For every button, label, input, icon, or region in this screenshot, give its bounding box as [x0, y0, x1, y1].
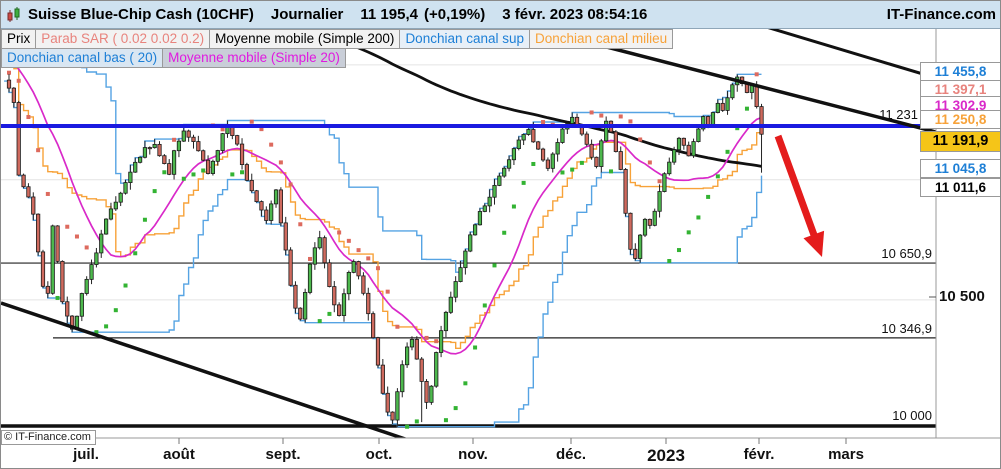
last-price: 11 195,4 — [360, 6, 418, 23]
x-axis-label-2023: 2023 — [647, 446, 685, 465]
level-label-11231: 11 231 — [879, 107, 918, 122]
x-axis-label-sept: sept. — [265, 446, 301, 463]
scale-label-current-price: 11 191,9 — [920, 130, 1000, 152]
quote-datetime: 3 févr. 2023 08:54:16 — [502, 6, 648, 23]
legend-item-sma200[interactable]: Moyenne mobile (Simple 200) — [209, 29, 401, 49]
x-axis-label-dec: déc. — [555, 446, 586, 463]
indicator-legend-row-1: Prix Parab SAR ( 0.02 0.02 0.2) Moyenne … — [1, 29, 674, 49]
legend-item-donchian-bas[interactable]: Donchian canal bas ( 20) — [1, 48, 164, 68]
level-label-10000: 10 000 — [892, 408, 932, 423]
x-axis-label-mars: mars — [828, 446, 864, 463]
copyright-watermark: © IT-Finance.com — [1, 430, 96, 445]
title-bar: Suisse Blue-Chip Cash (10CHF) Journalier… — [1, 1, 1000, 29]
legend-item-donchian-milieu[interactable]: Donchian canal milieu — [529, 29, 674, 49]
legend-item-donchian-sup[interactable]: Donchian canal sup — [399, 29, 531, 49]
scale-label-sma200: 11 011,6 — [920, 177, 1000, 197]
y-axis-tick-label: 10 500 — [939, 288, 985, 305]
scale-label-donchian-bas: 11 045,8 — [920, 158, 1000, 178]
instrument-title: Suisse Blue-Chip Cash (10CHF) — [28, 6, 254, 23]
scale-label-donchian-milieu: 11 250,8 — [920, 109, 1000, 129]
indicator-legend-row-2: Donchian canal bas ( 20) Moyenne mobile … — [1, 48, 346, 68]
timeframe-label: Journalier — [270, 6, 344, 23]
brand-logo-text: IT-Finance.com — [886, 6, 996, 23]
x-axis-label-fevr: févr. — [743, 446, 775, 463]
legend-item-sma20[interactable]: Moyenne mobile (Simple 20) — [162, 48, 346, 68]
legend-item-parabolic-sar[interactable]: Parab SAR ( 0.02 0.02 0.2) — [35, 29, 211, 49]
x-axis-label-aout: août — [163, 446, 195, 463]
level-label-10650: 10 650,9 — [881, 246, 932, 261]
x-axis-label-nov: nov. — [458, 446, 488, 463]
level-label-10346: 10 346,9 — [881, 321, 932, 336]
scale-label-donchian-sup: 11 455,8 — [920, 61, 1000, 81]
x-axis-label-oct: oct. — [365, 446, 393, 463]
change-percent: (+0,19%) — [423, 6, 486, 23]
candlestick-icon — [5, 6, 23, 24]
x-axis-label-juil: juil. — [73, 446, 99, 463]
legend-item-prix[interactable]: Prix — [1, 29, 37, 49]
